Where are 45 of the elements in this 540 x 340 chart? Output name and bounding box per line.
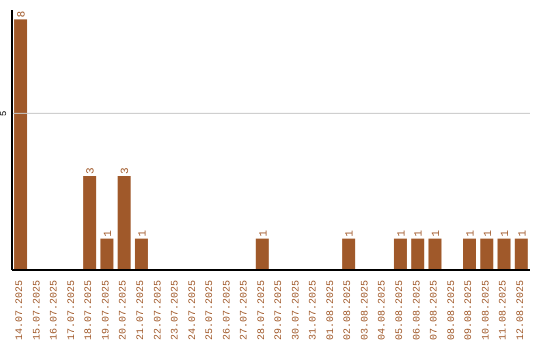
x-tick-label: 21.07.2025 [136, 280, 147, 340]
x-tick-label: 28.07.2025 [256, 280, 268, 340]
x-tick-label: 26.07.2025 [222, 280, 234, 340]
x-tick-label: 05.08.2025 [395, 280, 406, 340]
x-tick-label: 07.08.2025 [430, 280, 441, 340]
x-tick-label: 02.08.2025 [343, 280, 354, 340]
x-tick-label: 16.07.2025 [50, 280, 61, 340]
x-tick-label: 20.07.2025 [118, 280, 130, 340]
x-tick-label: 09.08.2025 [464, 280, 476, 340]
data-label: 1 [466, 230, 478, 237]
data-label: 1 [414, 230, 426, 237]
x-tick-label: 23.07.2025 [170, 280, 182, 340]
data-label: 1 [258, 230, 270, 237]
data-label: 1 [344, 230, 357, 237]
x-tick-label: 27.07.2025 [240, 280, 251, 340]
x-tick-label: 17.07.2025 [66, 280, 78, 340]
data-label: 1 [102, 230, 115, 237]
x-tick-label: 29.07.2025 [274, 280, 286, 340]
x-tick-label: 14.07.2025 [15, 280, 26, 340]
y-tick-label: 5 [0, 110, 9, 116]
x-tick-label: 08.08.2025 [446, 280, 458, 340]
x-tick-label: 04.08.2025 [378, 280, 389, 340]
x-tick-label: 03.08.2025 [360, 280, 372, 340]
x-tick-label: 15.07.2025 [32, 280, 44, 340]
data-label: 8 [16, 10, 29, 18]
data-label: 3 [86, 167, 98, 174]
data-label: 3 [120, 167, 132, 174]
data-label: 1 [517, 230, 530, 237]
data-label: 1 [430, 230, 443, 237]
data-label: 1 [396, 230, 408, 237]
x-tick-label: 31.07.2025 [308, 280, 320, 340]
data-label: 1 [137, 230, 150, 237]
data-label: 1 [500, 230, 512, 237]
x-tick-label: 19.07.2025 [101, 280, 112, 340]
x-tick-label: 18.07.2025 [84, 280, 96, 340]
x-tick-label: 11.08.2025 [498, 280, 510, 340]
x-tick-label: 06.08.2025 [412, 280, 424, 340]
x-tick-label: 24.07.2025 [188, 280, 199, 340]
x-tick-label: 10.08.2025 [481, 280, 492, 340]
x-tick-label: 30.07.2025 [291, 280, 302, 340]
x-tick-label: 12.08.2025 [516, 280, 527, 340]
data-label: 1 [482, 230, 495, 237]
x-tick-label: 22.07.2025 [153, 280, 164, 340]
x-tick-label: 25.07.2025 [205, 280, 216, 340]
x-tick-label: 01.08.2025 [326, 280, 337, 340]
